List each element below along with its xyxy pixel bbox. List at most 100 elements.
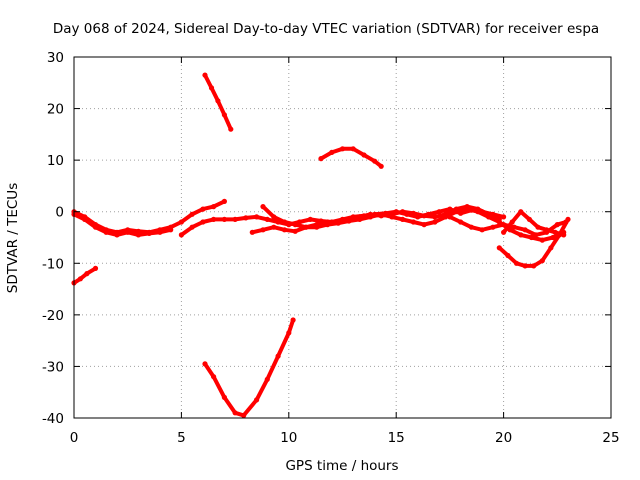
data-point (178, 232, 184, 238)
x-axis-label: GPS time / hours (285, 458, 398, 474)
data-point (522, 263, 528, 269)
data-point (350, 146, 356, 152)
data-point (511, 224, 517, 230)
data-point (501, 222, 507, 228)
data-point (232, 216, 238, 222)
y-tick-label: -40 (42, 411, 64, 427)
data-point (189, 211, 195, 217)
data-point (539, 237, 545, 243)
data-point (526, 216, 533, 222)
data-point (528, 234, 535, 241)
data-point (178, 219, 184, 225)
data-point (479, 227, 485, 233)
data-point (335, 220, 341, 226)
data-point (292, 222, 298, 228)
data-point (221, 216, 227, 222)
y-tick-label: 10 (47, 153, 64, 169)
data-point (208, 85, 215, 91)
data-point (221, 112, 227, 118)
data-point (232, 410, 238, 416)
data-point (200, 219, 206, 225)
data-point (329, 149, 335, 155)
data-point (486, 214, 492, 220)
data-point (324, 222, 331, 228)
data-point (410, 219, 416, 225)
grid (74, 57, 611, 418)
data-point (318, 156, 324, 162)
data-point (533, 232, 539, 238)
data-point (475, 209, 481, 215)
data-point (513, 260, 520, 266)
data-point (264, 216, 270, 222)
chart-title: Day 068 of 2024, Sidereal Day-to-day VTE… (53, 21, 599, 37)
data-point (468, 224, 474, 230)
data-point (221, 198, 227, 204)
data-point (458, 219, 464, 225)
y-tick-label: 30 (47, 50, 64, 66)
y-axis-label: SDTVAR / TECUs (5, 183, 21, 293)
data-point (552, 229, 558, 235)
x-tick-label: 5 (177, 430, 186, 446)
data-point (281, 227, 288, 233)
data-point (211, 204, 217, 210)
data-point (550, 234, 556, 241)
data-point (496, 245, 502, 251)
data-point (254, 397, 260, 403)
data-point (84, 271, 90, 277)
data-point (275, 353, 281, 359)
data-point (211, 216, 217, 222)
data-point (522, 227, 528, 233)
y-tick-label: -30 (42, 359, 64, 375)
data-point (228, 126, 234, 132)
y-tick-label: 0 (55, 205, 64, 221)
data-point (400, 216, 406, 222)
y-tick-label: -20 (42, 308, 64, 324)
x-tick-label: 20 (495, 430, 512, 446)
data-point (389, 214, 395, 220)
data-point (260, 227, 266, 233)
data-point (271, 214, 277, 220)
data-point (453, 209, 459, 215)
data-point (518, 209, 524, 215)
x-tick-label: 0 (70, 430, 79, 446)
data-point (202, 72, 208, 78)
data-point (501, 214, 507, 220)
y-tick-label: 20 (47, 102, 64, 118)
data-point (307, 216, 313, 222)
data-point (202, 361, 208, 367)
series-group (71, 72, 571, 418)
data-point (443, 214, 449, 220)
data-point (215, 98, 221, 104)
data-point (367, 214, 373, 220)
data-point (531, 263, 537, 269)
data-point (303, 224, 309, 230)
data-point (346, 218, 352, 224)
data-point (125, 229, 131, 235)
data-point (211, 374, 217, 380)
data-point (410, 210, 416, 216)
data-point (114, 232, 120, 238)
data-point (290, 317, 296, 323)
data-point (254, 214, 260, 220)
data-point (421, 213, 427, 219)
data-point (421, 222, 427, 228)
y-tick-label: -10 (42, 256, 64, 272)
data-point (432, 219, 438, 225)
data-point (292, 228, 298, 234)
ticks: 0 5 10 15 20 25 -40 -30 -20 -10 0 10 20 30 (42, 50, 620, 446)
series-line-arc-4 (203, 318, 296, 418)
data-point (378, 211, 384, 217)
data-point (518, 232, 524, 238)
data-point (271, 224, 277, 230)
data-point (264, 376, 270, 382)
data-point (77, 276, 83, 282)
data-point (260, 204, 266, 210)
data-point (561, 232, 567, 238)
data-point (490, 224, 496, 230)
series-line-arc-1 (72, 266, 98, 285)
data-point (554, 222, 560, 228)
data-point (241, 412, 247, 418)
data-point (135, 232, 141, 238)
series-line-arc-6 (72, 212, 173, 237)
